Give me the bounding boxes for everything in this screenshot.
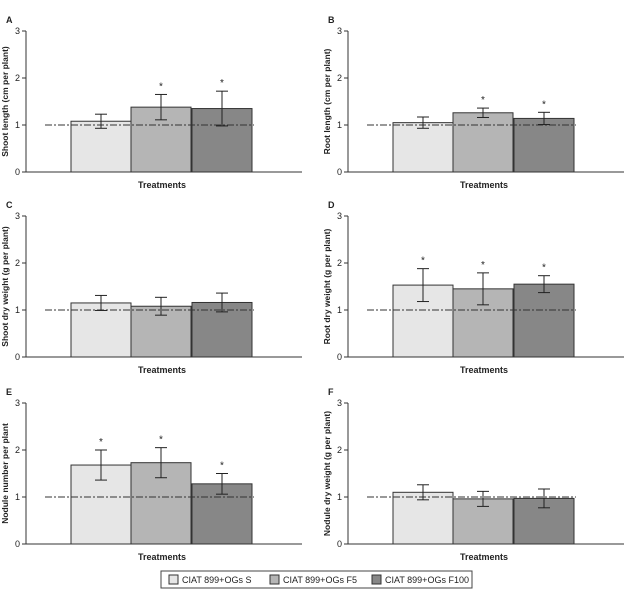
y-tick-label: 0 [337,352,342,362]
significance-star: * [421,256,425,267]
chart-panel-f: F 0 1 2 3 Nodule dry weight (g per plant) Trea… [322,387,624,562]
y-tick-label: 2 [337,258,342,268]
panel-letter: C [6,200,13,210]
y-tick-label: 1 [15,492,20,502]
legend-swatch [269,574,280,585]
bar [70,120,132,173]
y-axis-label: Shoot length (cm per plant) [0,46,10,157]
y-tick-label: 1 [337,492,342,502]
legend-label: CIAT 899+OGs S [182,575,251,585]
panel-letter: B [328,15,335,25]
y-axis-label: Nodule dry weight (g per plant) [322,411,332,536]
y-tick-label: 3 [15,26,20,36]
y-tick-label: 3 [337,398,342,408]
bar [513,117,575,173]
y-tick-label: 2 [337,445,342,455]
significance-star: * [159,435,163,446]
x-axis-label: Treatments [460,365,508,375]
significance-star: * [220,78,224,89]
chart-panel-e: E 0 1 2 3 Nodule number per plant Treatments * *… [0,387,302,562]
y-tick-label: 1 [337,120,342,130]
panel-letter: D [328,200,335,210]
y-tick-label: 2 [15,445,20,455]
significance-star: * [542,263,546,274]
legend: CIAT 899+OGs S CIAT 899+OGs F5 CIAT 899+OG… [160,570,473,589]
y-tick-label: 0 [15,167,20,177]
chart-panel-a: A 0 1 2 3 Shoot length (cm per plant) Treatmen… [0,15,302,190]
y-tick-label: 0 [337,539,342,549]
significance-star: * [159,81,163,92]
legend-swatch [168,574,179,585]
x-axis-label: Treatments [138,552,186,562]
chart-panel-b: B 0 1 2 3 Root length (cm per plant) Treatment… [322,15,624,190]
legend-label: CIAT 899+OGs F100 [385,575,469,585]
legend-box [160,570,473,589]
y-tick-label: 0 [15,352,20,362]
y-tick-label: 0 [15,539,20,549]
significance-star: * [481,260,485,271]
x-axis-label: Treatments [460,552,508,562]
chart-panel-c: C 0 1 2 3 Shoot dry weight (g per plant) Treat… [0,200,302,375]
y-tick-label: 0 [337,167,342,177]
y-axis-label: Shoot dry weight (g per plant) [0,226,10,347]
x-axis-label: Treatments [138,180,186,190]
significance-star: * [220,461,224,472]
y-tick-label: 2 [337,73,342,83]
y-tick-label: 1 [15,305,20,315]
y-axis-label: Root dry weight (g per plant) [322,228,332,344]
legend-label: CIAT 899+OGs F5 [283,575,357,585]
y-tick-label: 3 [15,211,20,221]
y-tick-label: 3 [337,211,342,221]
significance-star: * [99,437,103,448]
panel-letter: E [6,387,12,397]
y-axis-label: Nodule number per plant [0,423,10,524]
y-tick-label: 3 [15,398,20,408]
y-tick-label: 2 [15,258,20,268]
x-axis-label: Treatments [138,365,186,375]
bar [452,112,514,173]
y-axis-label: Root length (cm per plant) [322,48,332,154]
chart-panel-d: D 0 1 2 3 Root dry weight (g per plant) Treatm… [322,200,624,375]
x-axis-label: Treatments [460,180,508,190]
panel-letter: A [6,15,13,25]
y-tick-label: 2 [15,73,20,83]
y-tick-label: 1 [15,120,20,130]
bar [70,302,132,358]
significance-star: * [542,99,546,110]
y-tick-label: 1 [337,305,342,315]
legend-swatch [371,574,382,585]
y-tick-label: 3 [337,26,342,36]
bar [513,283,575,358]
significance-star: * [481,95,485,106]
panel-letter: F [328,387,334,397]
bar [392,122,454,173]
